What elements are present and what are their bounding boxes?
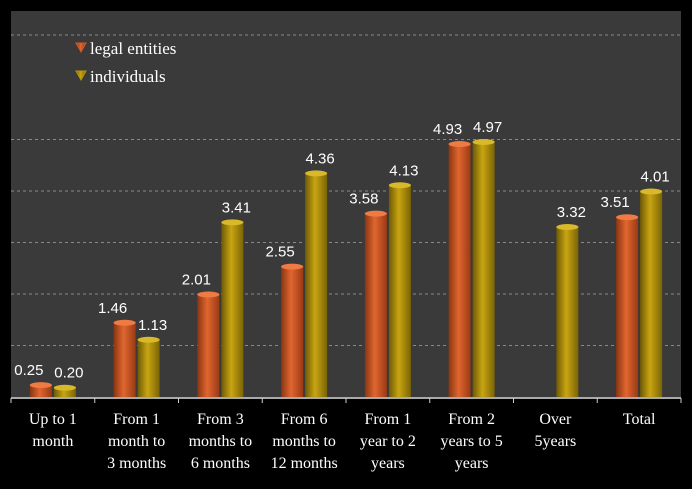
bar-cap [113,319,136,326]
bar-cap [616,214,639,221]
bar-cap [197,291,220,298]
legend-label: individuals [90,67,166,86]
data-label: 1.46 [98,300,127,317]
bar-cap [53,384,76,391]
data-label: 4.97 [473,119,502,136]
bar-individuals [556,225,579,397]
data-label: 3.58 [349,191,378,208]
x-tick-label: 6 months [191,455,250,472]
bar-cap [137,336,160,343]
data-label: 3.32 [557,204,586,221]
bar-individuals [388,184,411,397]
data-label: 4.13 [389,162,418,179]
legend: legal entities individuals [75,39,176,86]
data-label: 4.01 [641,168,670,185]
x-tick-label: From 1 [113,411,160,428]
x-tick-label: 3 months [107,455,166,472]
data-label: 2.55 [266,244,295,261]
x-tick-label: From 3 [197,411,244,428]
legend-swatch [75,42,87,54]
x-tick-label: 12 months [271,455,338,472]
legend-swatch [75,70,87,82]
legend-label: legal entities [90,39,176,58]
x-tick-label: years [371,455,405,472]
bar-legal-entities [281,265,304,397]
bar-legal-entities [113,321,136,397]
bar-legal-entities [197,293,220,397]
bar-cap [556,223,579,230]
bar-cap [221,219,244,226]
x-tick-label: month [32,433,73,450]
bar-individuals [640,190,663,397]
x-tick-label: From 6 [281,411,328,428]
bar-individuals [305,172,328,397]
data-label: 1.13 [138,317,167,334]
x-tick-label: From 2 [448,411,495,428]
data-label: 0.20 [54,365,83,382]
bar-individuals [472,141,495,397]
x-tick-label: Over [539,411,572,428]
bar-cap [388,182,411,189]
bar-cap [281,263,304,270]
bar-cap [448,141,471,148]
bars [29,139,663,397]
bar-legal-entities [448,143,471,397]
bar-legal-entities [364,212,387,397]
bar-individuals [221,221,244,397]
bar-cap [29,382,52,389]
bar-individuals [53,386,76,397]
x-axis: Up to 1 month From 1 month to 3 months From 3… [10,397,682,472]
x-tick-label: months to [189,433,253,450]
x-tick-label: years [455,455,489,472]
bar-individuals [137,338,160,397]
data-label: 3.51 [601,194,630,211]
data-label: 4.93 [433,121,462,138]
bar-cap [364,210,387,217]
data-label: 4.36 [306,150,335,167]
bar-cap [305,170,328,177]
data-label: 0.25 [14,362,43,379]
data-labels: 0.25 1.46 2.01 2.55 3.58 4.93 3.51 0.20 1.13 3.41… [14,119,669,382]
data-label: 3.41 [222,199,251,216]
bar-cap [472,139,495,145]
data-label: 2.01 [182,271,211,288]
x-tick-label: Up to 1 [29,411,77,428]
x-tick-label: years to 5 [441,433,503,450]
x-tick-label: 5years [534,433,576,450]
bar-legal-entities [616,216,639,397]
x-tick-label: months to [272,433,336,450]
x-tick-label: From 1 [365,411,412,428]
x-tick-label: Total [623,411,656,428]
bar-cap [640,188,663,195]
x-tick-label: year to 2 [360,433,416,450]
x-tick-label: month to [108,433,165,450]
